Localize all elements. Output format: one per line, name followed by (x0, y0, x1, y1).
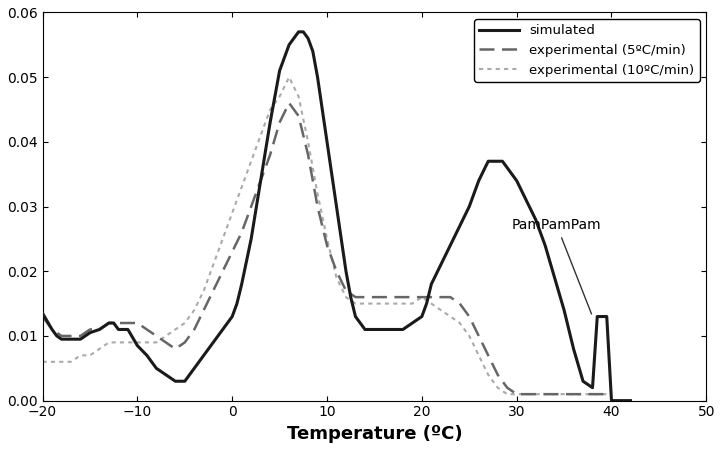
simulated (271, 94, 279, 99)
simulated (351, 314, 360, 319)
experimental (5ºC/min) (38, 314, 47, 319)
simulated (232, 301, 241, 306)
Line: simulated: simulated (43, 32, 630, 400)
experimental (10ºC/min) (607, 392, 616, 397)
simulated (626, 398, 635, 403)
experimental (5ºC/min) (152, 333, 161, 339)
simulated (38, 310, 47, 316)
experimental (10ºC/min) (38, 359, 47, 364)
Text: PamPamPam: PamPamPam (512, 218, 601, 314)
experimental (5ºC/min) (607, 392, 616, 397)
Line: experimental (10ºC/min): experimental (10ºC/min) (43, 77, 612, 394)
experimental (5ºC/min) (190, 327, 199, 332)
simulated (295, 29, 303, 35)
experimental (5ºC/min) (550, 392, 559, 397)
experimental (5ºC/min) (513, 392, 521, 397)
Line: experimental (5ºC/min): experimental (5ºC/min) (43, 103, 612, 394)
experimental (10ºC/min) (152, 340, 161, 345)
experimental (5ºC/min) (389, 294, 398, 300)
simulated (228, 314, 237, 319)
X-axis label: Temperature (ºC): Temperature (ºC) (287, 425, 462, 443)
experimental (10ºC/min) (171, 327, 180, 332)
experimental (10ºC/min) (284, 74, 293, 80)
simulated (147, 359, 156, 364)
experimental (10ºC/min) (550, 392, 559, 397)
experimental (5ºC/min) (284, 100, 293, 106)
experimental (10ºC/min) (238, 184, 246, 190)
simulated (607, 398, 616, 403)
experimental (10ºC/min) (503, 392, 511, 397)
experimental (10ºC/min) (351, 301, 360, 306)
experimental (5ºC/min) (323, 243, 331, 248)
experimental (5ºC/min) (86, 327, 95, 332)
experimental (10ºC/min) (389, 301, 398, 306)
simulated (284, 42, 293, 48)
Legend: simulated, experimental (5ºC/min), experimental (10ºC/min): simulated, experimental (5ºC/min), exper… (474, 19, 700, 82)
